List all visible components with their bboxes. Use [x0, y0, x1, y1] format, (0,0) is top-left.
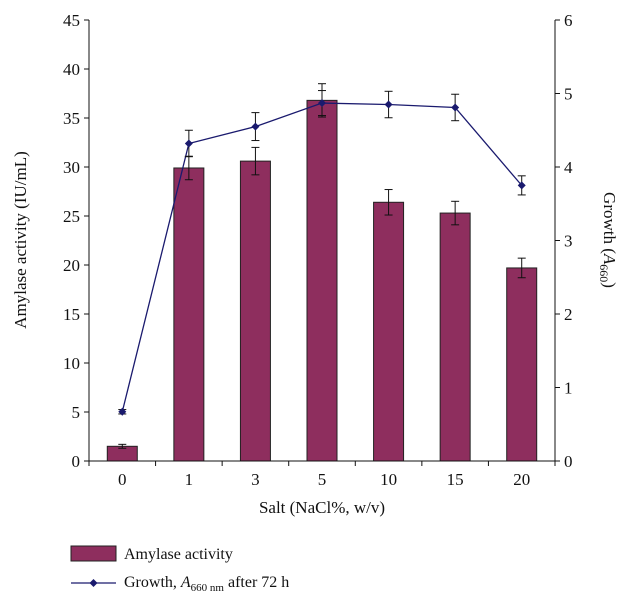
y-right-tick-label: 1 [564, 379, 573, 398]
bar [239, 160, 271, 462]
x-tick-label: 5 [318, 470, 327, 489]
y-right-tick-label: 0 [564, 452, 573, 471]
legend-line-label-prefix: Growth, [124, 574, 181, 591]
legend-bar-label: Amylase activity [124, 546, 233, 563]
y-left-tick-label: 40 [63, 60, 80, 79]
growth-point [118, 407, 127, 416]
y-left-tick-label: 45 [63, 11, 80, 30]
legend-line-label: Growth, A660 nm after 72 h [124, 574, 289, 594]
bar [439, 212, 471, 462]
x-tick-label: 3 [251, 470, 260, 489]
x-tick-label: 15 [447, 470, 464, 489]
y-right-tick-label: 4 [564, 158, 573, 177]
legend-line-marker [89, 579, 98, 587]
y-left-tick-label: 5 [72, 403, 81, 422]
y-axis-right-label-var: A [600, 253, 617, 265]
bar [306, 99, 338, 462]
y-right-tick-label: 5 [564, 85, 573, 104]
y-left-tick-label: 10 [63, 354, 80, 373]
legend-line-label-sub: 660 nm [191, 582, 225, 594]
growth-point [184, 139, 193, 148]
y-left-tick-label: 30 [63, 158, 80, 177]
bar [173, 167, 205, 462]
legend-bar-swatch [70, 545, 117, 562]
y-right-tick-label: 3 [564, 232, 573, 251]
line-layer [118, 90, 526, 416]
bars-layer [106, 83, 538, 462]
labels-layer: Salt (NaCl%, w/v) Amylase activity (IU/m… [11, 151, 617, 517]
x-tick-label: 20 [513, 470, 530, 489]
growth-point [384, 100, 393, 109]
y-left-tick-label: 20 [63, 256, 80, 275]
x-tick-label: 0 [118, 470, 127, 489]
legend-line-label-suffix: after 72 h [224, 574, 289, 591]
bar [373, 201, 405, 462]
x-tick-label: 10 [380, 470, 397, 489]
y-left-tick-label: 25 [63, 207, 80, 226]
y-axis-right-label: Growth (A660) [597, 192, 617, 288]
y-axis-right-label-suffix: ) [600, 282, 617, 288]
y-left-tick-label: 35 [63, 109, 80, 128]
growth-point [517, 181, 526, 190]
growth-point [451, 103, 460, 112]
legend-line-label-var: A [180, 574, 191, 591]
y-right-tick-label: 2 [564, 305, 573, 324]
x-axis-label: Salt (NaCl%, w/v) [259, 498, 385, 517]
x-tick-label: 1 [185, 470, 194, 489]
bar [506, 267, 538, 462]
legend: Amylase activity Growth, A660 nm after 7… [70, 545, 289, 594]
y-axis-right-label-prefix: Growth ( [600, 192, 617, 254]
y-left-tick-label: 0 [72, 452, 81, 471]
y-axis-right-label-sub: 660 [597, 264, 611, 282]
growth-point [251, 122, 260, 131]
y-left-tick-label: 15 [63, 305, 80, 324]
y-axis-left-label: Amylase activity (IU/mL) [11, 151, 30, 329]
y-right-tick-label: 6 [564, 11, 573, 30]
growth-point [318, 99, 326, 108]
